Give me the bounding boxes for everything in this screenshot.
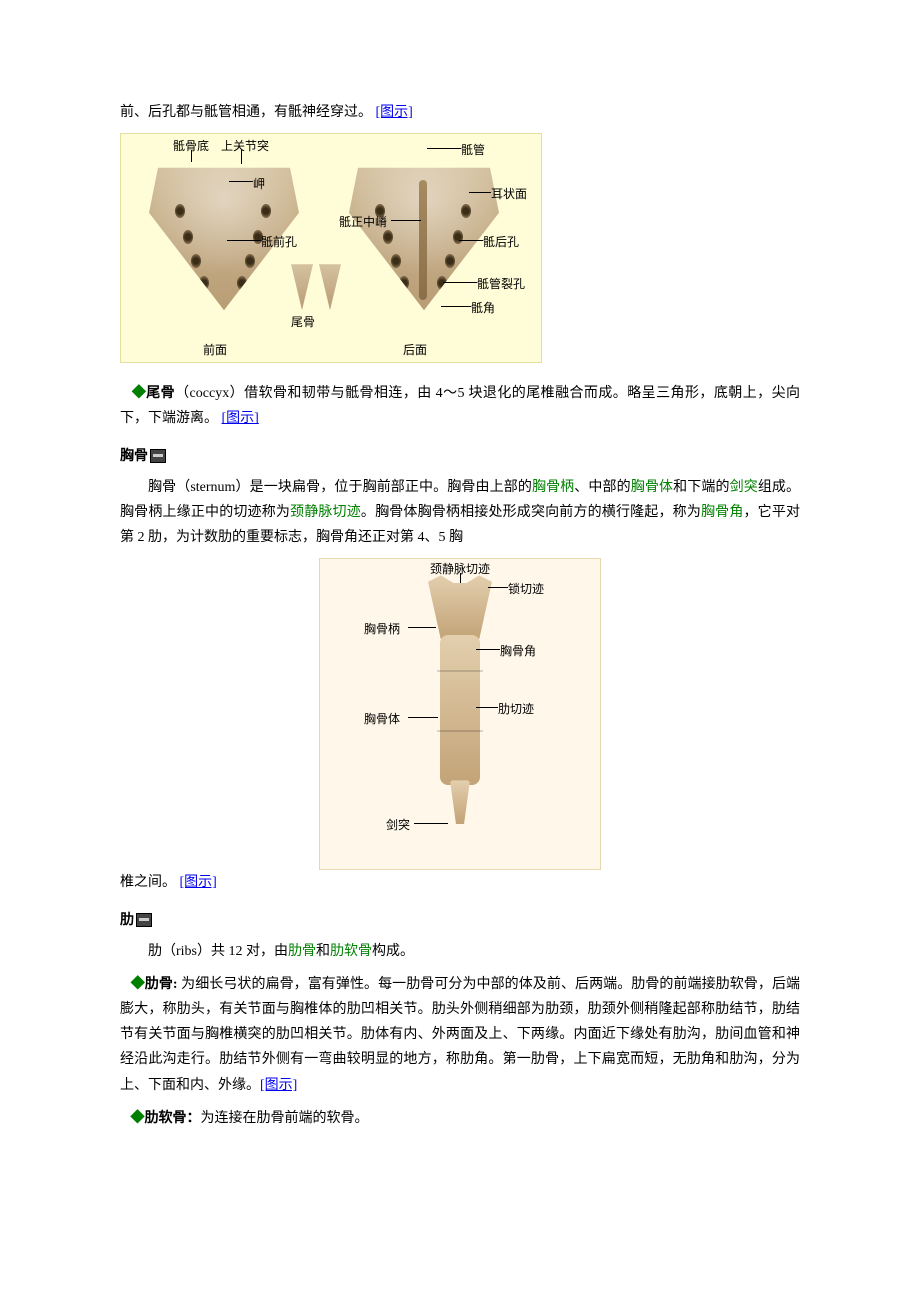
sternum-heading: 胸骨 bbox=[120, 444, 800, 469]
sternum-para-2: 椎之间。 [图示] bbox=[120, 870, 800, 895]
ribs-heading-text: 肋 bbox=[120, 908, 134, 933]
sternum-figure: 颈静脉切迹 锁切迹 胸骨柄 胸骨角 胸骨体 肋切迹 剑突 bbox=[319, 558, 601, 870]
figure-link[interactable]: [图示] bbox=[222, 411, 259, 426]
intro-paragraph: 前、后孔都与骶管相通，有骶神经穿过。 [图示] bbox=[120, 100, 800, 125]
figure-link[interactable]: [图示] bbox=[260, 1078, 297, 1093]
rib-bone-para: ◆肋骨: 为细长弓状的扁骨，富有弹性。每一肋骨可分为中部的体及前、后两端。肋骨的… bbox=[120, 972, 800, 1098]
sacrum-figure: 骶骨底 上关节突 岬 骶前孔 尾骨 前面 骶管 耳状面 骶正中嵴 骶后孔 骶管裂… bbox=[120, 133, 542, 363]
intro-text: 前、后孔都与骶管相通，有骶神经穿过。 bbox=[120, 105, 372, 120]
term-jugular: 颈静脉切迹 bbox=[290, 505, 361, 520]
term-xiphoid: 剑突 bbox=[730, 480, 758, 495]
costal-cartilage-body: 为连接在肋骨前端的软骨。 bbox=[201, 1111, 369, 1126]
term-body: 胸骨体 bbox=[631, 480, 673, 495]
bullet-icon: ◆ bbox=[132, 386, 146, 401]
label-sup-artic: 上关节突 bbox=[221, 136, 269, 158]
sternum-shape bbox=[428, 575, 492, 845]
bullet-icon: ◆ bbox=[131, 1111, 145, 1126]
term-angle: 胸骨角 bbox=[701, 505, 744, 520]
section-icon bbox=[136, 913, 152, 927]
label-manubrium: 胸骨柄 bbox=[364, 619, 400, 641]
label-promontory: 岬 bbox=[253, 174, 265, 196]
figure-link[interactable]: [图示] bbox=[376, 105, 413, 120]
coccyx-paragraph: ◆尾骨（coccyx）借软骨和韧带与骶骨相连，由 4～5 块退化的尾椎融合而成。… bbox=[120, 381, 800, 431]
coccyx-shape-a bbox=[291, 264, 313, 310]
term-manubrium: 胸骨柄 bbox=[532, 480, 574, 495]
coccyx-title: 尾骨 bbox=[146, 386, 175, 401]
rib-bone-body: 为细长弓状的扁骨，富有弹性。每一肋骨可分为中部的体及前、后两端。肋骨的前端接肋软… bbox=[120, 977, 800, 1093]
label-costal: 肋切迹 bbox=[498, 699, 534, 721]
rib-bone-title: 肋骨: bbox=[145, 977, 178, 992]
label-coccyx: 尾骨 bbox=[291, 312, 315, 334]
label-body: 胸骨体 bbox=[364, 709, 400, 731]
label-ant-foramen: 骶前孔 bbox=[261, 232, 297, 254]
ribs-lead-para: 肋（ribs）共 12 对，由肋骨和肋软骨构成。 bbox=[120, 939, 800, 964]
label-front: 前面 bbox=[203, 340, 227, 362]
term-costal-cartilage: 肋软骨 bbox=[330, 944, 372, 959]
ribs-heading: 肋 bbox=[120, 908, 800, 933]
label-back: 后面 bbox=[403, 340, 427, 362]
label-median-crest: 骶正中嵴 bbox=[339, 212, 387, 234]
label-auricular: 耳状面 bbox=[491, 184, 527, 206]
label-hiatus: 骶管裂孔 bbox=[477, 274, 525, 296]
label-cornu: 骶角 bbox=[471, 298, 495, 320]
coccyx-shape-b bbox=[319, 264, 341, 310]
label-clavicular: 锁切迹 bbox=[508, 579, 544, 601]
costal-cartilage-title: 肋软骨： bbox=[145, 1111, 201, 1126]
label-post-foramen: 骶后孔 bbox=[483, 232, 519, 254]
document-page: 前、后孔都与骶管相通，有骶神经穿过。 [图示] 骶骨底 上关节突 岬 骶前孔 尾… bbox=[0, 0, 920, 1219]
sternum-heading-text: 胸骨 bbox=[120, 444, 148, 469]
bullet-icon: ◆ bbox=[131, 977, 145, 992]
figure-link[interactable]: [图示] bbox=[180, 875, 217, 890]
sternum-para-1: 胸骨（sternum）是一块扁骨，位于胸前部正中。胸骨由上部的胸骨柄、中部的胸骨… bbox=[120, 475, 800, 551]
costal-cartilage-para: ◆肋软骨：为连接在肋骨前端的软骨。 bbox=[120, 1106, 800, 1131]
section-icon bbox=[150, 449, 166, 463]
label-angle: 胸骨角 bbox=[500, 641, 536, 663]
term-rib-bone: 肋骨 bbox=[288, 944, 316, 959]
label-xiphoid: 剑突 bbox=[386, 815, 410, 837]
label-canal: 骶管 bbox=[461, 140, 485, 162]
